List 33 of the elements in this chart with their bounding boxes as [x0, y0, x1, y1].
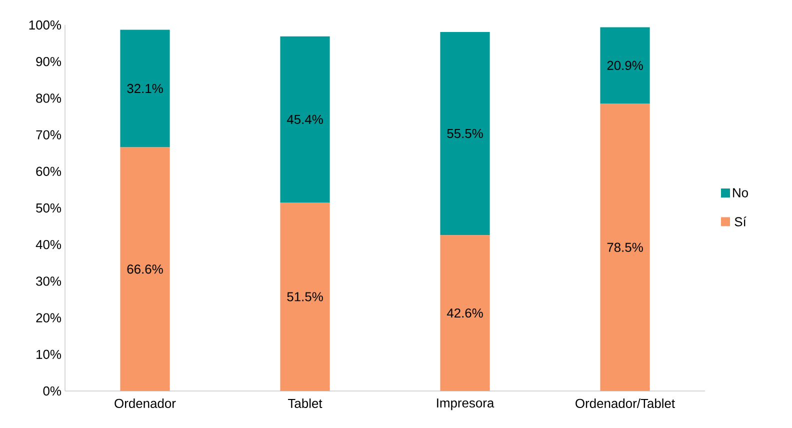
data-label: 78.5%	[607, 242, 643, 252]
y-tick-label: 30%	[36, 276, 62, 286]
y-tick-label: 90%	[36, 57, 62, 66]
x-tick-label: Ordenador	[114, 398, 176, 408]
bar	[280, 202, 330, 391]
x-tick-label: Ordenador/Tablet	[576, 398, 675, 408]
data-label: 66.6%	[127, 264, 163, 274]
bar	[600, 104, 650, 391]
y-tick-label: 70%	[36, 130, 62, 140]
data-label: 20.9%	[607, 60, 643, 70]
legend-label: No	[733, 188, 748, 198]
bar	[120, 147, 170, 391]
y-tick-label: 80%	[36, 94, 62, 103]
y-tick-label: 10%	[36, 350, 62, 359]
y-tick-label: 20%	[36, 313, 62, 322]
bar	[440, 32, 490, 236]
y-tick-label: 50%	[36, 203, 62, 213]
data-label: 42.6%	[446, 308, 483, 318]
data-label: 32.1%	[127, 84, 163, 94]
data-label: 51.5%	[287, 292, 323, 302]
bar	[280, 36, 330, 203]
y-tick-label: 40%	[36, 240, 62, 250]
legend-label: Sí	[734, 216, 746, 226]
y-tick-label: 100%	[29, 20, 62, 30]
bar	[120, 30, 170, 148]
data-label: 45.4%	[286, 114, 323, 124]
data-label: 55.5%	[447, 128, 483, 138]
y-tick-label: 60%	[36, 166, 62, 176]
bar	[440, 235, 490, 391]
bar	[600, 27, 650, 104]
x-tick-label: Impresora	[437, 398, 494, 410]
x-tick-label: Tablet	[288, 398, 322, 408]
y-tick-label: 0%	[43, 386, 62, 396]
